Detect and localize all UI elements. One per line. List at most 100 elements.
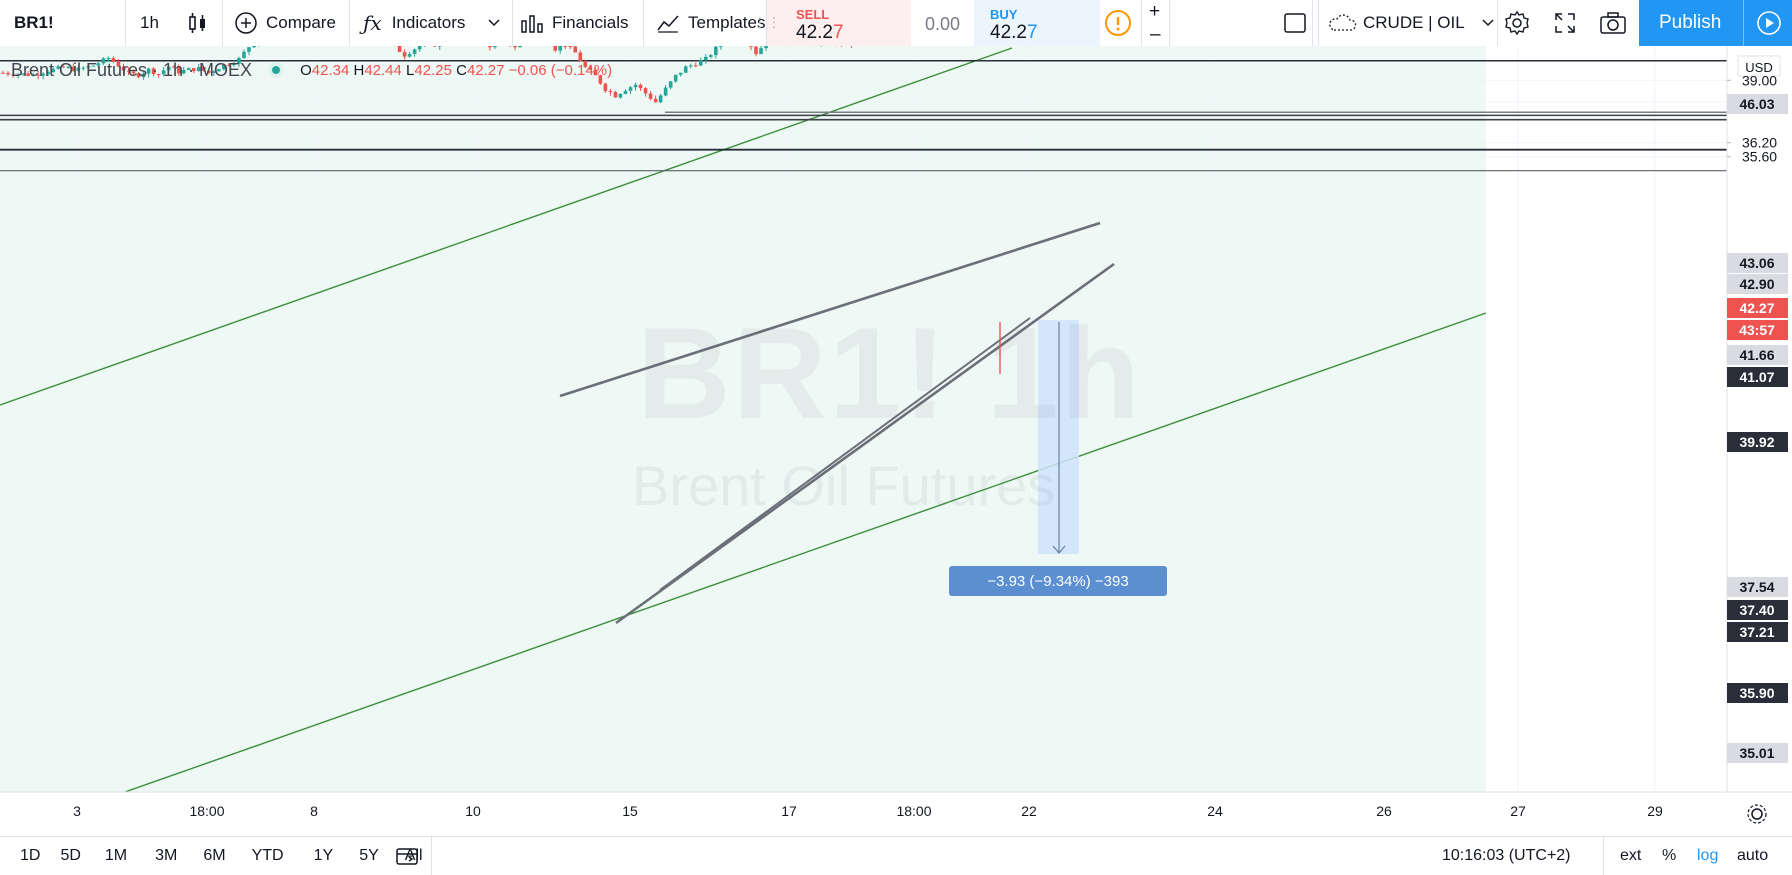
candle-body[interactable] bbox=[518, 46, 522, 47]
candle-body[interactable] bbox=[754, 47, 758, 54]
log-toggle[interactable]: log bbox=[1697, 837, 1718, 875]
candle-body[interactable] bbox=[709, 55, 713, 57]
drag-handle-icon[interactable]: ⋮⋮ bbox=[753, 14, 759, 34]
settings-button[interactable] bbox=[1504, 0, 1530, 46]
time-tick-label: 18:00 bbox=[896, 803, 931, 819]
range-5y[interactable]: 5Y bbox=[359, 847, 379, 865]
candle-body[interactable] bbox=[684, 66, 688, 72]
percent-toggle[interactable]: % bbox=[1662, 837, 1676, 875]
templates-button[interactable]: Templates bbox=[656, 0, 765, 46]
indicators-dropdown[interactable] bbox=[487, 0, 501, 46]
candle-body[interactable] bbox=[629, 87, 633, 91]
candle-body[interactable] bbox=[694, 65, 698, 66]
candle-body[interactable] bbox=[639, 85, 643, 88]
range-5d[interactable]: 5D bbox=[60, 847, 80, 865]
ext-toggle[interactable]: ext bbox=[1620, 837, 1641, 875]
candle-body[interactable] bbox=[704, 57, 708, 60]
candle-body[interactable] bbox=[418, 46, 422, 49]
buy-button[interactable]: BUY 42.27 bbox=[974, 0, 1100, 49]
candle-body[interactable] bbox=[634, 85, 638, 87]
candle-body[interactable] bbox=[247, 47, 251, 52]
symbol-label: BR1! bbox=[14, 13, 54, 33]
candle-body[interactable] bbox=[674, 75, 678, 82]
candle-body[interactable] bbox=[563, 46, 567, 47]
layout-button[interactable] bbox=[1283, 0, 1307, 46]
close-value: 42.27 bbox=[467, 62, 505, 79]
high-label: H bbox=[353, 62, 364, 79]
axis-settings-icon[interactable] bbox=[1752, 809, 1762, 819]
fullscreen-button[interactable] bbox=[1553, 0, 1577, 46]
range-6m[interactable]: 6M bbox=[203, 847, 225, 865]
candle-body[interactable] bbox=[654, 99, 658, 102]
info-button[interactable] bbox=[1104, 9, 1132, 37]
layout-name-button[interactable]: CRUDE | OIL bbox=[1327, 0, 1495, 46]
candle-body[interactable] bbox=[689, 65, 693, 66]
range-1y[interactable]: 1Y bbox=[314, 847, 334, 865]
candle-body[interactable] bbox=[644, 88, 648, 93]
candle-body[interactable] bbox=[714, 47, 718, 55]
divider bbox=[125, 0, 126, 46]
range-1d[interactable]: 1D bbox=[20, 847, 40, 865]
candle-body[interactable] bbox=[614, 92, 618, 97]
go-to-date-button[interactable] bbox=[395, 837, 419, 875]
price-tick-label: 35.60 bbox=[1742, 149, 1777, 165]
range-1m[interactable]: 1M bbox=[105, 847, 127, 865]
time-axis[interactable] bbox=[0, 792, 1727, 836]
candle-body[interactable] bbox=[764, 46, 768, 48]
interval-button[interactable]: 1h bbox=[140, 0, 159, 46]
candle-body[interactable] bbox=[719, 46, 723, 47]
candle-body[interactable] bbox=[759, 48, 763, 54]
candle-body[interactable] bbox=[749, 46, 753, 47]
candle-body[interactable] bbox=[669, 81, 673, 87]
candles-icon bbox=[187, 11, 209, 35]
chart-type-button[interactable] bbox=[187, 0, 209, 46]
symbol-search-button[interactable]: BR1! bbox=[14, 0, 54, 46]
candle-body[interactable] bbox=[659, 95, 663, 102]
time-tick-label: 22 bbox=[1021, 803, 1037, 819]
candle-body[interactable] bbox=[699, 60, 703, 65]
candle-body[interactable] bbox=[664, 88, 668, 96]
candle-body[interactable] bbox=[1, 73, 5, 74]
candle-body[interactable] bbox=[573, 46, 577, 52]
candle-body[interactable] bbox=[493, 46, 497, 47]
sell-button[interactable]: ⋮⋮ SELL 42.27 bbox=[767, 0, 911, 49]
percent-label: % bbox=[1662, 847, 1676, 865]
candle-body[interactable] bbox=[609, 91, 613, 92]
watermark-name: Brent Oil Futures bbox=[632, 453, 1055, 518]
candle-body[interactable] bbox=[6, 73, 10, 75]
divider bbox=[1141, 0, 1142, 49]
auto-toggle[interactable]: auto bbox=[1737, 837, 1768, 875]
divider bbox=[349, 0, 350, 46]
play-icon bbox=[1756, 10, 1782, 36]
quantity-decrease-button[interactable]: – bbox=[1150, 24, 1161, 46]
snapshot-button[interactable] bbox=[1599, 0, 1627, 46]
legend-title: Brent Oil Futures · 1h · MOEX bbox=[11, 60, 252, 81]
divider bbox=[1603, 837, 1604, 875]
candle-body[interactable] bbox=[558, 46, 562, 51]
candle-body[interactable] bbox=[252, 46, 256, 47]
range-3m[interactable]: 3M bbox=[155, 847, 177, 865]
range-ytd[interactable]: YTD bbox=[252, 847, 284, 865]
compare-button[interactable]: Compare bbox=[234, 0, 336, 46]
candle-body[interactable] bbox=[413, 49, 417, 54]
time-tick-label: 15 bbox=[622, 803, 638, 819]
candle-body[interactable] bbox=[553, 46, 557, 51]
indicators-button[interactable]: ƒx Indicators bbox=[363, 0, 465, 46]
financials-button[interactable]: Financials bbox=[520, 0, 629, 46]
candle-body[interactable] bbox=[679, 73, 683, 75]
candle-body[interactable] bbox=[604, 84, 608, 91]
publish-button[interactable]: Publish bbox=[1639, 0, 1792, 46]
candle-body[interactable] bbox=[398, 46, 402, 52]
candle-body[interactable] bbox=[649, 93, 653, 98]
cloud-icon bbox=[1327, 13, 1357, 33]
candle-body[interactable] bbox=[568, 46, 572, 47]
candle-body[interactable] bbox=[488, 46, 492, 47]
quantity-increase-button[interactable]: + bbox=[1149, 1, 1160, 23]
price-label-dark: 41.07 bbox=[1739, 369, 1774, 385]
candle-body[interactable] bbox=[619, 94, 623, 98]
candle-body[interactable] bbox=[624, 91, 628, 94]
candle-body[interactable] bbox=[513, 46, 517, 47]
timezone-button[interactable]: 10:16:03 (UTC+2) bbox=[1442, 837, 1571, 875]
measure-label[interactable]: −3.93 (−9.34%) −393 bbox=[949, 566, 1167, 596]
financials-label: Financials bbox=[552, 13, 629, 33]
